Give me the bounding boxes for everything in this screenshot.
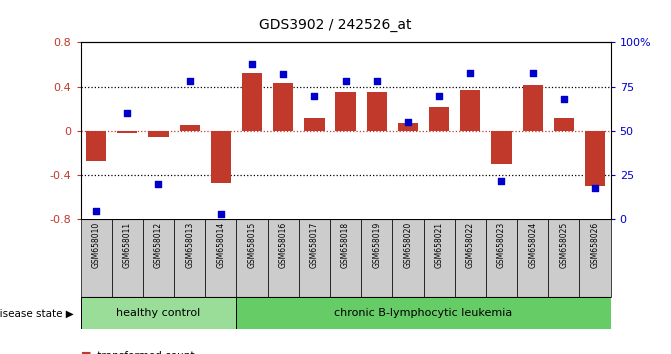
Bar [460,90,480,131]
Bar [361,219,393,297]
Bar [111,219,143,297]
Bar [554,118,574,131]
Bar [148,131,168,137]
Bar [299,219,330,297]
Bar [236,219,268,297]
Point [309,93,320,98]
Text: GSM658014: GSM658014 [216,222,225,268]
Text: GSM658013: GSM658013 [185,222,194,268]
Text: GSM658025: GSM658025 [560,222,568,268]
Point [340,79,351,84]
Point [122,110,133,116]
Bar [455,219,486,297]
Text: GSM658024: GSM658024 [528,222,537,268]
Bar [117,131,138,133]
Point [153,181,164,187]
Text: GSM658019: GSM658019 [372,222,381,268]
Bar [548,219,580,297]
Text: GSM658022: GSM658022 [466,222,475,268]
Text: GSM658023: GSM658023 [497,222,506,268]
Point [433,93,444,98]
Bar [268,219,299,297]
Text: GSM658026: GSM658026 [590,222,599,268]
Text: GSM658021: GSM658021 [435,222,444,268]
Bar [304,118,325,131]
Text: ■: ■ [81,351,91,354]
Bar [429,107,450,131]
Bar [486,219,517,297]
Point [185,79,195,84]
Point [215,211,226,217]
Bar [273,84,293,131]
Text: GSM658012: GSM658012 [154,222,163,268]
Text: GDS3902 / 242526_at: GDS3902 / 242526_at [259,18,412,32]
Bar [580,219,611,297]
Point [590,185,601,190]
Bar [211,131,231,183]
Bar [236,297,611,329]
Point [91,208,101,213]
Bar [143,219,174,297]
Bar [330,219,361,297]
Point [278,72,289,77]
Point [496,178,507,183]
Bar [393,219,423,297]
Text: GSM658011: GSM658011 [123,222,132,268]
Text: GSM658010: GSM658010 [92,222,101,268]
Bar [174,219,205,297]
Bar [423,219,455,297]
Bar [81,297,236,329]
Text: disease state ▶: disease state ▶ [0,308,74,318]
Bar [585,131,605,186]
Bar [86,131,106,161]
Point [465,70,476,75]
Bar [523,85,543,131]
Bar [398,123,418,131]
Point [527,70,538,75]
Point [558,96,569,102]
Bar [336,92,356,131]
Bar [205,219,236,297]
Bar [81,219,111,297]
Text: GSM658017: GSM658017 [310,222,319,268]
Bar [517,219,548,297]
Bar [366,92,387,131]
Point [403,119,413,125]
Text: GSM658015: GSM658015 [248,222,256,268]
Text: GSM658020: GSM658020 [403,222,413,268]
Point [371,79,382,84]
Text: GSM658016: GSM658016 [278,222,288,268]
Text: healthy control: healthy control [116,308,201,318]
Text: GSM658018: GSM658018 [341,222,350,268]
Bar [242,74,262,131]
Text: ■  transformed count: ■ transformed count [81,351,194,354]
Text: chronic B-lymphocytic leukemia: chronic B-lymphocytic leukemia [334,308,513,318]
Point [247,61,258,67]
Bar [180,125,200,131]
Bar [491,131,511,164]
